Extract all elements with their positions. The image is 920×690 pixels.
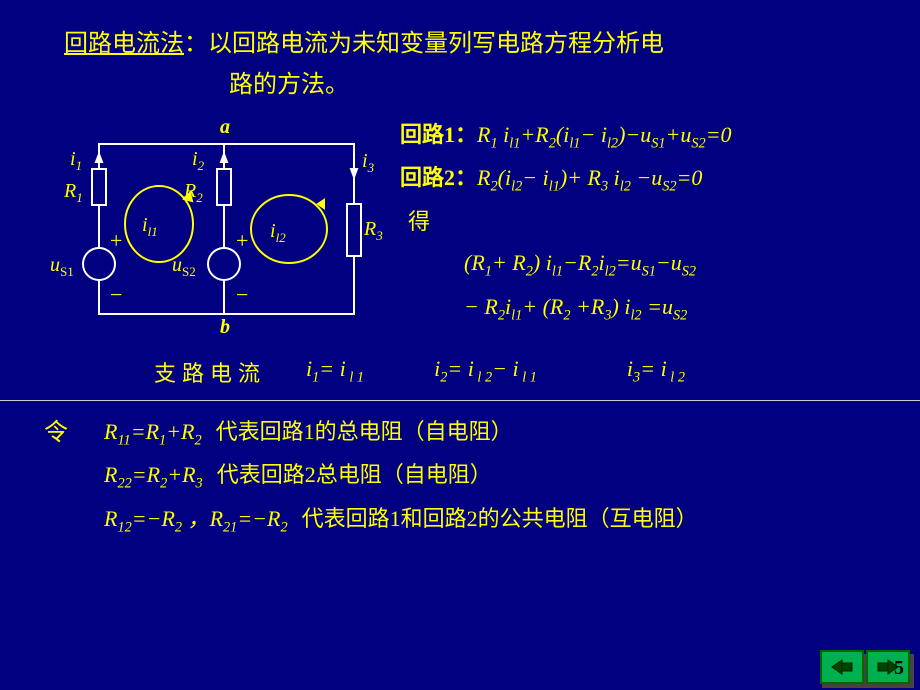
derive-label: 得 (400, 201, 880, 243)
page-number: 5 (894, 657, 904, 680)
branch-label: 支路电流 (154, 356, 266, 388)
minus-2: − (236, 282, 248, 308)
plus-1: + (110, 228, 122, 254)
loop1-equation: 回路1：R1 il1+R2(il1− il2)−uS1+uS2=0 (400, 114, 880, 158)
title-underlined: 回路电流法 (64, 31, 184, 57)
label-il1: il1 (142, 214, 158, 240)
label-i1: i1 (70, 148, 82, 174)
prev-button[interactable] (820, 650, 864, 684)
derive-eq2: − R2il1+ (R2 +R3) il2 =uS2 (400, 286, 880, 330)
divider (0, 400, 920, 401)
node-b: b (220, 316, 230, 339)
label-i3: i3 (362, 150, 374, 176)
equations-block: 回路1：R1 il1+R2(il1− il2)−uS1+uS2=0 回路2：R2… (400, 114, 880, 344)
def-r11-math: R11=R1+R2 (104, 411, 202, 455)
def-r22-desc: 代表回路2总电阻（自电阻） (217, 454, 492, 496)
def-r12-math: R12=−R2 ，R21=−R2 (104, 498, 288, 542)
circuit-diagram: a b i1 i2 i3 R1 R2 R3 il1 il2 uS1 uS2 + … (64, 114, 374, 344)
definitions-block: 令 R11=R1+R2 代表回路1的总电阻（自电阻） R22=R2+R3 代表回… (64, 411, 880, 542)
definition-part1: ：以回路电流为未知变量列写电路方程分析电 (184, 31, 664, 57)
def-r12-desc: 代表回路1和回路2的公共电阻（互电阻） (302, 498, 698, 540)
derive-eq1: (R1+ R2) il1−R2il2=uS1−uS2 (400, 242, 880, 286)
heading: 回路电流法：以回路电流为未知变量列写电路方程分析电 路的方法。 (64, 24, 880, 106)
definition-part2: 路的方法。 (64, 65, 880, 106)
minus-1: − (110, 282, 122, 308)
branch-eq3: i3= i l 2 (577, 356, 685, 388)
node-a: a (220, 116, 230, 139)
branch-current-row: 支路电流 i1= i l 1 i2= i l 2− i l 1 i3= i l … (64, 356, 880, 388)
let-label: 令 (44, 411, 68, 457)
def-r11-desc: 代表回路1的总电阻（自电阻） (216, 411, 513, 453)
label-r1: R1 (64, 180, 83, 206)
label-il2: il2 (270, 220, 286, 246)
branch-eq2: i2= i l 2− i l 1 (404, 356, 537, 388)
label-r2: R2 (184, 180, 203, 206)
def-r22-math: R22=R2+R3 (104, 454, 203, 498)
label-i2: i2 (192, 148, 204, 174)
loop2-equation: 回路2：R2(il2− il1)+ R3 il2 −uS2=0 (400, 157, 880, 201)
label-us2: uS2 (172, 254, 196, 280)
plus-2: + (236, 228, 248, 254)
label-us1: uS1 (50, 254, 74, 280)
label-r3: R3 (364, 218, 383, 244)
prev-icon (830, 658, 854, 676)
branch-eq1: i1= i l 1 (306, 356, 364, 388)
